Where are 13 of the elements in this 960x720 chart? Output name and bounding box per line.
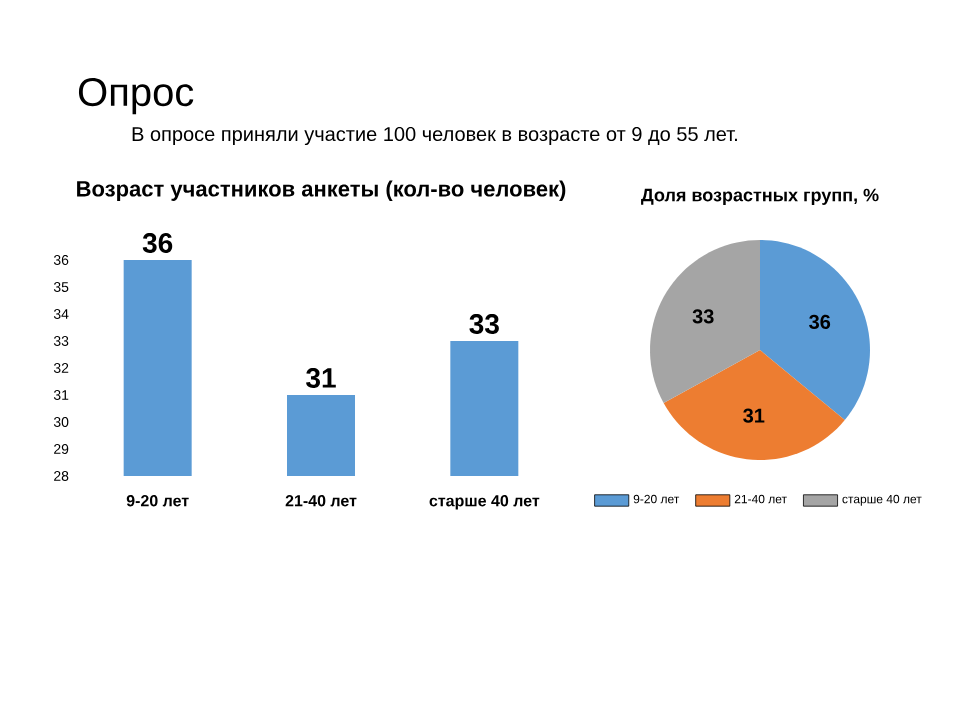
data-label: 36: [809, 314, 831, 329]
data-label: 33: [692, 309, 714, 324]
data-label: 31: [743, 408, 765, 423]
data-label: 36: [142, 233, 173, 253]
data-label: 31: [306, 368, 336, 388]
text: В опросе приняли участие 100 человек в возрасте от 9 до 55 лет.: [132, 126, 737, 146]
chart-title: Возраст участников анкеты (кол-во человек): [77, 180, 566, 201]
x-tick-label: 21-40 лет: [285, 495, 357, 507]
x-tick-label: 9-20 лет: [126, 495, 189, 507]
data-label: 33: [469, 314, 499, 334]
chart-title: Доля возрастных групп, %: [641, 188, 879, 205]
x-tick-label: старше 40 лет: [429, 495, 540, 510]
text: Опрос: [78, 77, 194, 115]
